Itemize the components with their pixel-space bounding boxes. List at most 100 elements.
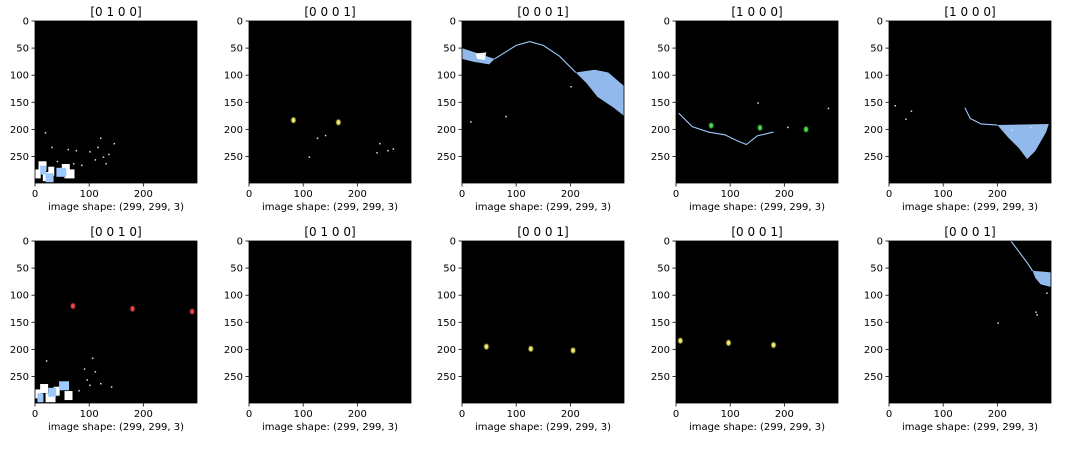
mask-edge [678, 112, 774, 146]
y-tick-label: 0 [237, 237, 243, 248]
mask-speck [81, 164, 83, 167]
x-axis-label: image shape: (299, 299, 3) [689, 202, 825, 213]
y-tick-label: 50 [230, 264, 243, 275]
y-tick-label: 150 [651, 318, 670, 329]
y-tick-label: 0 [877, 237, 883, 248]
mask-speck [376, 152, 378, 154]
y-tick-label: 200 [224, 345, 243, 356]
mask-speck [100, 137, 102, 139]
mask-speck [75, 149, 78, 152]
x-tick-label: 0 [673, 189, 679, 200]
light-dot [757, 124, 763, 131]
x-tick-label: 200 [561, 189, 580, 200]
y-tick-label: 250 [864, 152, 883, 163]
y-tick-label: 50 [16, 264, 29, 275]
mask-blob [34, 169, 41, 179]
y-tick-label: 0 [450, 17, 456, 28]
y-tick-label: 100 [10, 71, 29, 82]
mask-edge [964, 107, 998, 126]
x-tick-label: 100 [721, 409, 740, 420]
y-tick-label: 250 [224, 152, 243, 163]
mask-speck [78, 389, 80, 392]
mask-speck [113, 142, 116, 145]
y-tick-label: 250 [864, 372, 883, 383]
y-tick-label: 200 [864, 125, 883, 136]
image-content [894, 104, 1049, 160]
mask-speck [1010, 129, 1013, 131]
y-tick-label: 150 [10, 318, 29, 329]
x-axis-label: image shape: (299, 299, 3) [902, 422, 1038, 433]
image-area [889, 241, 1051, 403]
mask-blob [64, 169, 75, 179]
mask-speck [100, 382, 102, 385]
y-tick-label: 250 [437, 372, 456, 383]
x-axis-label: image shape: (299, 299, 3) [475, 202, 611, 213]
x-axis-label: image shape: (299, 299, 3) [48, 422, 184, 433]
mask-blob [40, 383, 49, 393]
y-tick-label: 150 [10, 98, 29, 109]
subplot-9: [0 0 0 1] 0 50 100 150 200 250 0 100 200 image sha… [651, 225, 839, 433]
mask-speck [316, 137, 319, 139]
x-tick-label: 200 [134, 189, 153, 200]
light-dot [130, 305, 135, 312]
light-dot [771, 342, 776, 348]
subplot-title: [0 0 0 1] [517, 225, 568, 239]
x-axis-label: image shape: (299, 299, 3) [48, 202, 184, 213]
mask-speck [97, 146, 99, 149]
x-tick-label: 100 [294, 189, 313, 200]
y-tick-label: 0 [237, 17, 243, 28]
light-dot [726, 340, 731, 346]
y-tick-label: 200 [651, 345, 670, 356]
x-tick-label: 0 [32, 409, 38, 420]
mask-speck [379, 142, 381, 145]
subplot-title: [0 0 0 1] [304, 5, 355, 19]
image-area [249, 21, 411, 183]
y-tick-label: 100 [224, 71, 243, 82]
y-tick-label: 250 [10, 152, 29, 163]
y-tick-label: 100 [10, 291, 29, 302]
y-tick-label: 150 [864, 318, 883, 329]
mask-speck [44, 132, 47, 134]
subplot-2: [0 0 0 1] 0 50 100 150 200 250 0 100 200 image sha… [224, 5, 412, 213]
x-tick-label: 100 [294, 409, 313, 420]
mask-blob [56, 167, 67, 177]
light-dot [336, 119, 341, 126]
subplot-grid: [0 1 0 0] 0 50 100 150 200 250 0 100 200 image sha… [10, 5, 1052, 433]
mask-blob [53, 386, 60, 396]
y-tick-label: 200 [224, 125, 243, 136]
mask-speck [787, 126, 789, 129]
subplot-3: [0 0 0 1] 0 50 100 150 200 250 0 100 200 image sha… [437, 5, 625, 213]
y-tick-label: 200 [437, 345, 456, 356]
image-content [484, 343, 576, 354]
y-tick-label: 50 [870, 44, 883, 55]
mask-speck [94, 159, 97, 161]
light-dot [678, 337, 683, 344]
y-tick-label: 0 [877, 17, 883, 28]
x-axis-label: image shape: (299, 299, 3) [902, 202, 1038, 213]
y-tick-label: 50 [870, 264, 883, 275]
mask-speck [45, 360, 48, 362]
mask-blob [48, 166, 55, 176]
mask-region [997, 123, 1049, 160]
y-tick-label: 200 [10, 125, 29, 136]
x-tick-label: 0 [246, 409, 252, 420]
image-area [676, 21, 838, 183]
y-tick-label: 150 [224, 318, 243, 329]
y-tick-label: 50 [230, 44, 243, 55]
x-tick-label: 100 [507, 409, 526, 420]
light-dot [570, 347, 576, 354]
x-tick-label: 100 [934, 189, 953, 200]
mask-speck [392, 148, 395, 150]
x-tick-label: 200 [134, 409, 153, 420]
y-tick-label: 150 [437, 98, 456, 109]
y-tick-label: 50 [443, 44, 456, 55]
x-tick-label: 100 [721, 189, 740, 200]
light-dot [70, 303, 76, 309]
x-tick-label: 200 [775, 189, 794, 200]
y-tick-label: 100 [437, 71, 456, 82]
mask-speck [94, 371, 97, 373]
x-tick-label: 100 [80, 409, 99, 420]
y-tick-label: 0 [23, 237, 29, 248]
x-tick-label: 200 [988, 409, 1007, 420]
mask-speck [505, 115, 507, 118]
